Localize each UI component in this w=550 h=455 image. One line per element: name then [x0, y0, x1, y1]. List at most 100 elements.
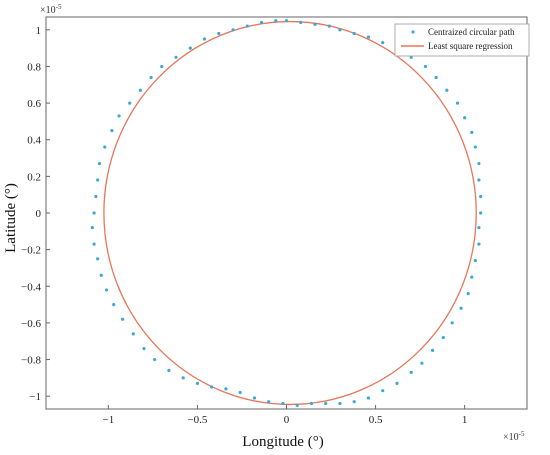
path-point — [138, 88, 143, 92]
path-point — [381, 41, 385, 45]
path-point — [210, 385, 214, 389]
path-point — [479, 194, 483, 199]
path-point — [104, 288, 109, 292]
path-point — [238, 390, 242, 395]
regression-circle-layer — [103, 20, 477, 406]
path-point — [195, 381, 200, 385]
path-point — [103, 145, 107, 149]
legend-label-regression: Least square regression — [428, 41, 513, 51]
path-point — [445, 88, 449, 92]
x-tick-label: 0 — [284, 414, 290, 426]
path-point — [96, 178, 100, 182]
path-point — [470, 275, 474, 279]
path-point — [267, 400, 271, 404]
path-point — [217, 31, 221, 36]
path-point — [181, 376, 185, 380]
path-point — [409, 370, 413, 374]
y-axis-title: Latitude (°) — [3, 183, 19, 253]
path-point — [128, 101, 132, 105]
plot-area — [45, 16, 528, 410]
path-point — [96, 257, 100, 261]
path-point — [381, 389, 385, 393]
path-point — [121, 317, 125, 321]
path-point — [466, 291, 470, 296]
path-point — [352, 31, 356, 36]
path-point — [110, 128, 114, 133]
regression-circle — [103, 20, 477, 406]
path-point — [99, 273, 103, 277]
legend-marker-points — [411, 30, 415, 34]
path-point — [224, 387, 228, 391]
path-point — [274, 19, 278, 23]
x-tick-label: −1 — [102, 414, 114, 426]
path-point — [479, 211, 483, 215]
path-point — [338, 28, 342, 32]
y-tick-label: 0.8 — [27, 61, 41, 73]
path-point — [459, 306, 463, 310]
path-point — [149, 75, 153, 80]
path-point — [142, 346, 146, 351]
path-point — [409, 55, 413, 59]
path-point — [90, 226, 94, 230]
legend-label-points: Centraized circular path — [428, 27, 515, 37]
y-axis-exponent: ×10-5 — [40, 3, 62, 16]
path-point — [160, 64, 164, 69]
path-point — [352, 400, 356, 404]
path-point — [167, 368, 171, 373]
x-tick-label: 1 — [462, 414, 468, 426]
path-point — [423, 64, 428, 69]
path-point — [112, 302, 116, 307]
path-point — [470, 130, 474, 135]
legend: Centraized circular path Least square re… — [394, 23, 530, 57]
path-point — [395, 381, 399, 385]
path-point — [366, 35, 371, 39]
x-tick-label: −0.5 — [187, 414, 207, 426]
path-point — [131, 332, 135, 336]
path-point — [324, 401, 328, 406]
x-axis-title: Longitude (°) — [242, 434, 323, 450]
path-point — [473, 145, 477, 149]
y-tick-label: 0.6 — [27, 98, 41, 110]
path-point — [327, 24, 331, 28]
y-tick-label: 1 — [36, 25, 42, 37]
path-point — [477, 226, 481, 230]
y-tick-label: 0 — [36, 208, 42, 220]
path-point — [366, 396, 371, 400]
legend-box — [394, 23, 530, 57]
path-point — [313, 22, 317, 26]
y-tick-label: −0.2 — [21, 245, 41, 257]
path-point — [477, 178, 481, 182]
path-point — [281, 401, 285, 406]
path-point — [245, 24, 249, 28]
path-point — [463, 116, 467, 120]
y-tick-label: −0.4 — [21, 281, 41, 293]
path-point — [434, 75, 438, 80]
y-axis-ticks: −1 −0.8 −0.6 −0.4 −0.2 0 0.2 0.4 0.6 0.8 1 — [21, 25, 50, 403]
path-point — [338, 401, 342, 406]
path-point — [259, 20, 264, 25]
path-point — [473, 259, 477, 263]
path-point — [455, 101, 460, 105]
path-points-layer — [90, 19, 483, 407]
path-point — [309, 401, 314, 406]
path-point — [430, 348, 435, 352]
x-tick-label: 0.5 — [369, 414, 383, 426]
path-point — [97, 161, 102, 166]
path-point — [477, 242, 481, 246]
path-point — [188, 46, 192, 50]
path-point — [477, 161, 481, 166]
path-point — [299, 20, 303, 25]
path-point — [92, 242, 96, 246]
path-point — [295, 403, 299, 407]
path-point — [117, 114, 121, 118]
y-tick-label: −0.8 — [21, 355, 41, 367]
y-tick-label: 0.4 — [27, 135, 41, 147]
path-point — [252, 396, 257, 400]
path-point — [284, 19, 289, 23]
y-tick-label: 0.2 — [27, 171, 41, 183]
x-axis-ticks: −1 −0.5 0 0.5 1 — [102, 405, 467, 426]
y-tick-label: −1 — [29, 391, 41, 403]
path-point — [92, 211, 96, 215]
path-point — [231, 28, 235, 32]
